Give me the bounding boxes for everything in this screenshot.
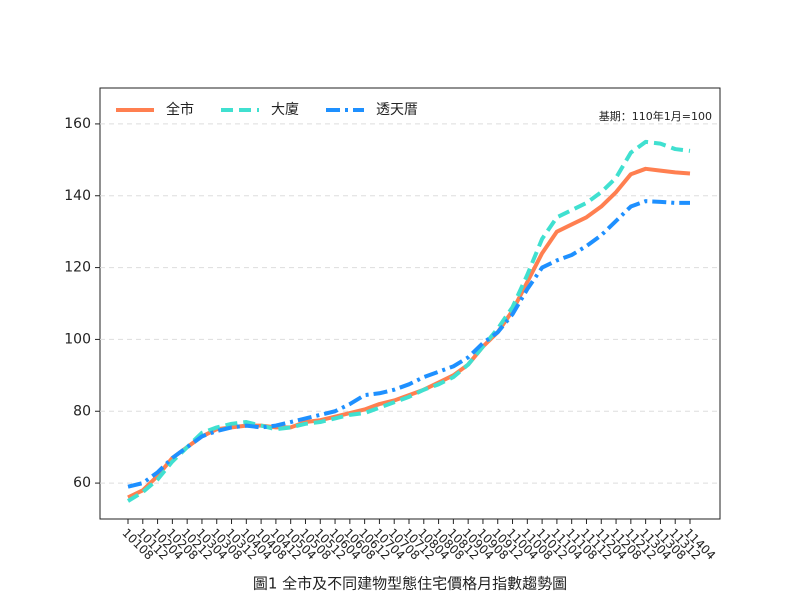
y-tick-label: 160: [64, 116, 91, 132]
y-tick-label: 120: [64, 260, 91, 276]
y-tick-label: 100: [64, 331, 91, 347]
series-line: [127, 199, 690, 489]
series-line: [127, 166, 691, 500]
plot-frame: [99, 87, 721, 520]
legend-label: 透天厝: [376, 102, 418, 118]
series-line: [126, 139, 691, 503]
y-tick-label: 140: [64, 188, 91, 204]
legend-label: 大廈: [271, 101, 299, 118]
y-tick-label: 60: [73, 475, 91, 491]
annotation: 基期：110年1月=100: [599, 109, 712, 123]
legend-label: 全市: [166, 101, 194, 118]
y-tick-label: 80: [73, 403, 91, 419]
chart-title: 圖1 全市及不同建物型態住宅價格月指數趨勢圖: [253, 575, 567, 593]
